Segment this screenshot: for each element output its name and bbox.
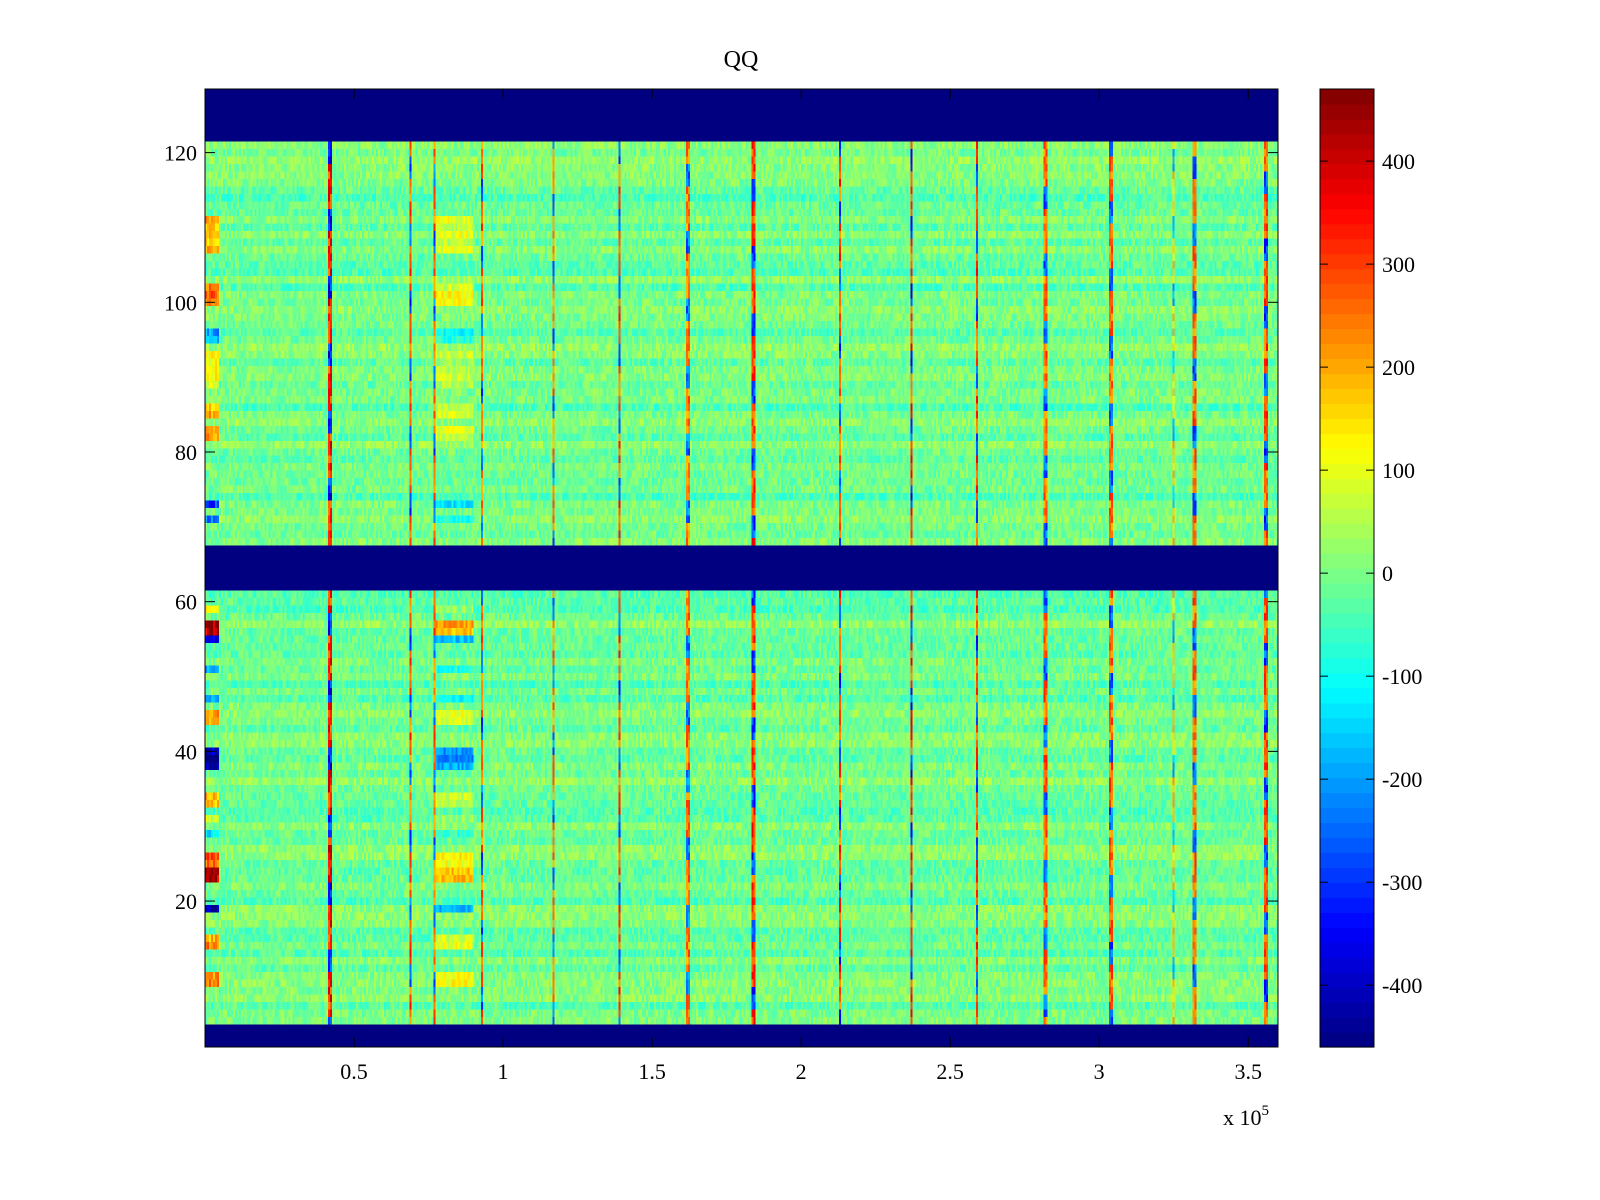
- x-tick-label: 1: [498, 1059, 509, 1084]
- colorbar-swatch: [1320, 762, 1374, 779]
- x-tick-label: 3: [1094, 1059, 1105, 1084]
- colorbar-swatch: [1320, 433, 1374, 449]
- colorbar-swatch: [1320, 178, 1374, 195]
- colorbar-swatch: [1320, 672, 1374, 689]
- colorbar-swatch: [1320, 612, 1374, 629]
- y-tick-label: 40: [175, 739, 197, 764]
- colorbar-swatch: [1320, 702, 1374, 719]
- y-tick-label: 60: [175, 590, 197, 615]
- x-tick-label: 0.5: [340, 1059, 368, 1084]
- colorbar-frame: [1319, 88, 1375, 1048]
- y-axis: 20 40 60 80 100 120: [164, 141, 1278, 914]
- chart-title: QQ: [724, 47, 759, 73]
- colorbar-tick-label: -100: [1382, 664, 1422, 689]
- x-tick-label: 2: [796, 1059, 807, 1084]
- colorbar-tick-label: -300: [1382, 870, 1422, 895]
- y-tick-label: 20: [175, 889, 197, 914]
- colorbar-swatch: [1320, 687, 1374, 704]
- colorbar-swatch: [1320, 732, 1374, 749]
- colorbar-swatch: [1320, 238, 1374, 255]
- y-tick-label: 80: [175, 440, 197, 465]
- colorbar-swatch: [1320, 118, 1374, 135]
- heatmap-image: [205, 89, 1278, 1047]
- colorbar-swatch: [1320, 148, 1374, 165]
- colorbar-swatch: [1320, 223, 1374, 240]
- colorbar-swatch: [1320, 897, 1374, 913]
- colorbar-swatch: [1320, 133, 1374, 150]
- colorbar-tick-label: 200: [1382, 355, 1415, 380]
- y-tick-label: 100: [164, 290, 197, 315]
- x-multiplier-label: x 105: [1223, 1103, 1269, 1130]
- colorbar-swatch: [1320, 597, 1374, 614]
- colorbar-swatch: [1320, 807, 1374, 824]
- colorbar-swatch: [1320, 822, 1374, 839]
- colorbar-swatch: [1320, 418, 1374, 434]
- colorbar-swatch: [1320, 882, 1374, 898]
- colorbar-swatch: [1320, 912, 1374, 928]
- colorbar-swatch: [1320, 553, 1374, 569]
- x-axis: 0.5 1 1.5 2 2.5 3 3.5: [340, 89, 1262, 1084]
- colorbar-swatch: [1320, 927, 1374, 943]
- colorbar-swatch: [1320, 253, 1374, 270]
- colorbar-tick-label: 300: [1382, 252, 1415, 277]
- colorbar-swatch: [1320, 942, 1374, 958]
- colorbar-swatch: [1320, 508, 1374, 524]
- colorbar-swatch: [1320, 283, 1374, 300]
- colorbar-swatch: [1320, 792, 1374, 809]
- colorbar-swatch: [1320, 957, 1374, 973]
- x-multiplier-exponent: 5: [1262, 1103, 1270, 1119]
- colorbar-swatch: [1320, 89, 1374, 105]
- colorbar-swatch: [1320, 193, 1374, 210]
- colorbar-swatch: [1320, 867, 1374, 883]
- colorbar-swatch: [1320, 493, 1374, 509]
- colorbar-swatch: [1320, 163, 1374, 180]
- colorbar-swatch: [1320, 358, 1374, 375]
- x-tick-label: 3.5: [1234, 1059, 1262, 1084]
- colorbar-swatch: [1320, 463, 1374, 479]
- colorbar-tick-label: 400: [1382, 149, 1415, 174]
- colorbar-swatch: [1320, 478, 1374, 494]
- colorbar-swatch: [1320, 328, 1374, 345]
- colorbar-swatch: [1320, 852, 1374, 868]
- colorbar-swatch: [1320, 313, 1374, 330]
- x-tick-label: 2.5: [936, 1059, 964, 1084]
- colorbar-swatch: [1320, 627, 1374, 644]
- y-tick-label: 120: [164, 141, 197, 166]
- colorbar-tick-label: -200: [1382, 767, 1422, 792]
- plot-frame: [204, 88, 1279, 1048]
- colorbar-swatch: [1320, 1032, 1374, 1048]
- colorbar-tick-label: 100: [1382, 458, 1415, 483]
- colorbar-swatch: [1320, 717, 1374, 734]
- colorbar-swatch: [1320, 837, 1374, 854]
- colorbar: [1320, 89, 1374, 1048]
- colorbar-swatch: [1320, 568, 1374, 584]
- colorbar-swatch: [1320, 642, 1374, 659]
- heatmap-cells: [205, 89, 1278, 1047]
- colorbar-tick-label: -400: [1382, 973, 1422, 998]
- colorbar-swatch: [1320, 373, 1374, 389]
- colorbar-swatch: [1320, 777, 1374, 794]
- colorbar-swatch: [1320, 538, 1374, 554]
- colorbar-swatch: [1320, 343, 1374, 360]
- colorbar-swatch: [1320, 103, 1374, 120]
- x-tick-label: 1.5: [638, 1059, 666, 1084]
- colorbar-swatch: [1320, 298, 1374, 315]
- colorbar-swatch: [1320, 582, 1374, 599]
- colorbar-swatch: [1320, 448, 1374, 464]
- colorbar-swatch: [1320, 208, 1374, 225]
- colorbar-axis: -400 -300 -200 -100 0 100 200 300 400: [1320, 149, 1422, 998]
- colorbar-swatch: [1320, 987, 1374, 1003]
- colorbar-swatch: [1320, 268, 1374, 285]
- colorbar-swatch: [1320, 972, 1374, 988]
- colorbar-swatch: [1320, 747, 1374, 764]
- colorbar-swatch: [1320, 657, 1374, 674]
- colorbar-swatch: [1320, 388, 1374, 404]
- colorbar-swatch: [1320, 1002, 1374, 1018]
- colorbar-swatch: [1320, 523, 1374, 539]
- colorbar-swatch: [1320, 403, 1374, 419]
- colorbar-tick-label: 0: [1382, 561, 1393, 586]
- colorbar-swatch: [1320, 1017, 1374, 1033]
